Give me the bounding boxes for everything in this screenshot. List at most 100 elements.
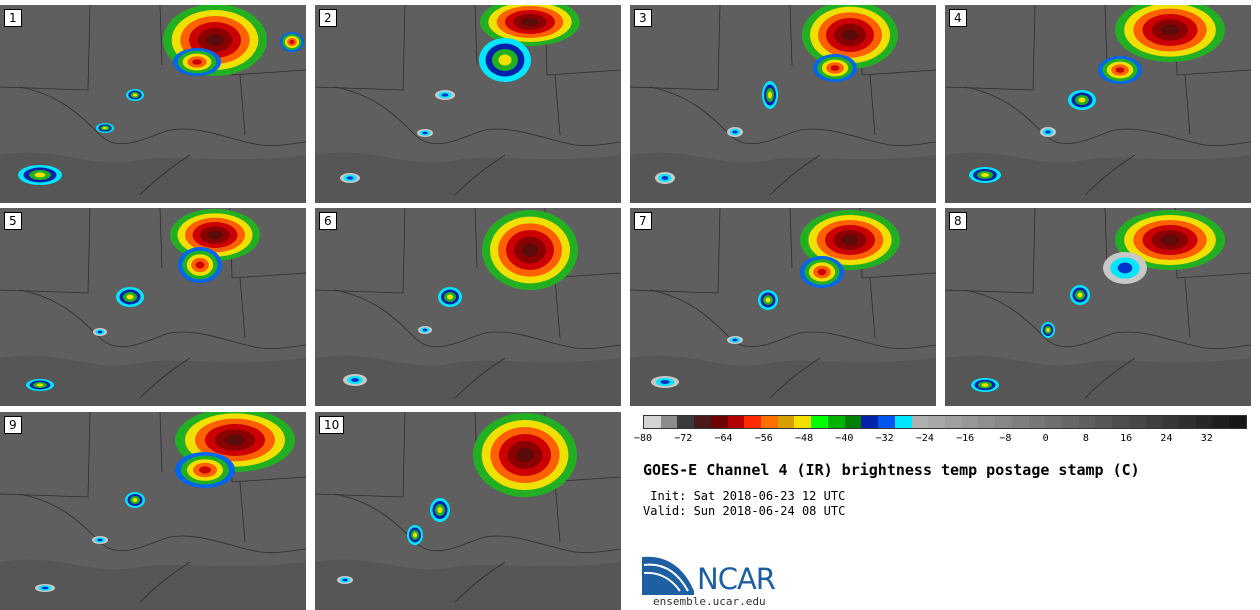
figure-title: GOES-E Channel 4 (IR) brightness temp po…: [643, 461, 1140, 479]
border-line: [630, 208, 721, 294]
terrain-shade: [315, 355, 621, 406]
storm-cell: [842, 29, 858, 41]
border-line: [789, 5, 793, 66]
colorbar-ticks: −80 −72 −64 −56 −48 −40 −32 −24 −16 −8 0 8 16 24 32: [634, 433, 1247, 447]
panel-number-label: 3: [634, 9, 652, 27]
colorbar-swatch: [1095, 416, 1113, 428]
storm-cell: [732, 338, 738, 342]
colorbar-swatch: [1162, 416, 1179, 428]
storm-cell: [206, 34, 224, 46]
border-line: [799, 128, 936, 146]
border-line: [0, 412, 91, 498]
border-line: [19, 289, 171, 348]
storm-cell: [342, 578, 348, 582]
terrain-shade: [0, 355, 306, 406]
ncar-logo-icon: [642, 556, 694, 595]
colorbar-tick-label: −32: [875, 433, 894, 444]
border-line: [1184, 74, 1191, 136]
border-line: [315, 5, 406, 91]
colorbar-swatch: [1061, 416, 1079, 428]
storm-cell: [437, 507, 443, 513]
border-line: [869, 277, 876, 339]
colorbar-swatch: [944, 416, 962, 428]
map-panel: 6: [315, 208, 621, 406]
colorbar-swatch: [1112, 416, 1129, 428]
colorbar-swatch: [1229, 416, 1246, 428]
storm-cell: [422, 131, 428, 135]
border-line: [769, 154, 821, 196]
storm-cell: [522, 243, 538, 257]
colorbar-tick-label: 32: [1200, 433, 1213, 444]
colorbar-swatch: [894, 416, 912, 428]
colorbar-swatch: [727, 416, 745, 428]
map-panel: 7: [630, 208, 936, 406]
colorbar: [643, 415, 1247, 429]
map-panel: 2: [315, 5, 621, 203]
storm-cell: [768, 91, 772, 99]
colorbar-tick-label: −64: [714, 433, 733, 444]
valid-time: Valid: Sun 2018-06-24 08 UTC: [643, 504, 846, 518]
site-url: ensemble.ucar.edu: [653, 595, 766, 608]
colorbar-swatch: [995, 416, 1012, 428]
storm-cell: [765, 297, 771, 303]
storm-cell: [1160, 235, 1180, 245]
storm-cell: [413, 532, 417, 538]
colorbar-tick-label: −8: [999, 433, 1012, 444]
border-line: [159, 5, 163, 66]
colorbar-tick-label: 24: [1160, 433, 1173, 444]
panel-number-label: 4: [949, 9, 967, 27]
colorbar-swatch: [1145, 416, 1163, 428]
panel-map: [630, 208, 936, 406]
storm-cell: [1078, 97, 1086, 103]
storm-cell: [830, 65, 840, 71]
storm-cell: [97, 330, 103, 334]
storm-cell: [732, 130, 738, 134]
border-line: [869, 74, 876, 136]
terrain-shade: [945, 355, 1251, 406]
colorbar-swatch: [827, 416, 845, 428]
border-line: [1084, 154, 1136, 196]
init-time: Init: Sat 2018-06-23 12 UTC: [643, 489, 846, 503]
storm-cell: [1077, 292, 1083, 298]
border-line: [169, 535, 306, 553]
panel-map: [0, 208, 306, 406]
colorbar-swatch: [660, 416, 678, 428]
border-line: [454, 357, 506, 399]
map-panel: 10: [315, 412, 621, 610]
colorbar-swatch: [878, 416, 895, 428]
storm-cell: [97, 538, 103, 542]
storm-cell: [447, 294, 453, 300]
terrain-shade: [630, 152, 936, 203]
colorbar-swatch: [928, 416, 945, 428]
colorbar-tick-label: −16: [956, 433, 975, 444]
border-line: [334, 86, 486, 145]
colorbar-swatch: [761, 416, 778, 428]
storm-cell: [41, 586, 49, 590]
border-line: [554, 277, 561, 339]
border-line: [169, 331, 306, 349]
border-line: [484, 331, 621, 349]
map-panel: 8: [945, 208, 1251, 406]
colorbar-swatch: [1078, 416, 1096, 428]
colorbar-tick-label: 16: [1120, 433, 1133, 444]
colorbar-swatch: [777, 416, 795, 428]
panel-number-label: 9: [4, 416, 22, 434]
border-line: [484, 535, 621, 553]
terrain-shade: [315, 559, 621, 610]
panel-number-label: 1: [4, 9, 22, 27]
colorbar-swatch: [1212, 416, 1230, 428]
border-line: [799, 331, 936, 349]
storm-cell: [346, 176, 354, 180]
panel-number-label: 7: [634, 212, 652, 230]
panel-number-label: 8: [949, 212, 967, 230]
border-line: [474, 5, 478, 66]
border-line: [789, 208, 793, 269]
border-line: [554, 74, 561, 136]
terrain-shade: [945, 152, 1251, 203]
panel-map: [945, 5, 1251, 203]
storm-cell: [36, 383, 44, 387]
colorbar-swatch: [1028, 416, 1046, 428]
map-panel: 9: [0, 412, 306, 610]
storm-cell: [422, 328, 428, 332]
panel-number-label: 6: [319, 212, 337, 230]
